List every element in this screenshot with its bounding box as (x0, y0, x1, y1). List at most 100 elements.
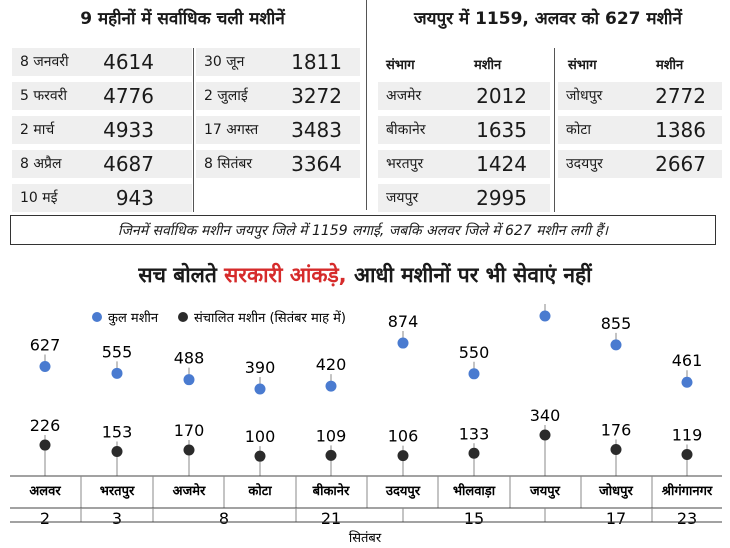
date-label: 2 (40, 509, 50, 528)
monthly-column-divider (193, 48, 194, 212)
headline-part1: सच बोलते (138, 263, 217, 287)
monthly-title: 9 महीनों में सर्वाधिक चली मशीनें (80, 9, 285, 29)
category-label: भीलवाड़ा (453, 483, 496, 499)
month-label-bg (335, 526, 395, 546)
division-row (378, 116, 550, 144)
division-value: 2667 (655, 152, 706, 176)
operational-machines-dot (681, 449, 693, 460)
monthly-label: 30 जून (204, 54, 245, 70)
division-name: भरतपुर (386, 156, 424, 172)
headline-highlight: सरकारी आंकड़े, (224, 263, 347, 287)
division-name: कोटा (566, 122, 592, 138)
monthly-label: 10 मई (20, 190, 58, 206)
division-value: 1386 (655, 118, 706, 142)
legend-total-marker (92, 312, 102, 322)
operational-machines-dot (183, 444, 195, 456)
division-name: बीकानेर (386, 122, 426, 138)
monthly-value: 3483 (291, 118, 342, 142)
category-label: भरतपुर (100, 484, 135, 499)
total-machines-dot (254, 383, 266, 395)
monthly-label: 8 जनवरी (20, 54, 69, 70)
category-label: कोटा (247, 483, 272, 499)
total-value-label: 390 (245, 358, 276, 377)
operational-value-label: 106 (388, 427, 419, 446)
monthly-row: 30 जून 1811 (196, 48, 360, 76)
operational-machines-dot (325, 449, 337, 461)
monthly-row: 17 अगस्त 3483 (196, 116, 360, 144)
division-row (378, 184, 550, 212)
division-value: 2772 (655, 84, 706, 108)
total-value-label: 627 (30, 335, 61, 354)
operational-value-label: 176 (601, 420, 632, 439)
date-label: 23 (677, 509, 697, 528)
total-value-label: 550 (459, 343, 490, 362)
category-label: श्रीगंगानगर (661, 483, 713, 499)
date-label: 17 (606, 509, 626, 528)
monthly-label: 8 सितंबर (204, 156, 253, 172)
operational-machines-dot (468, 447, 480, 459)
date-label: 21 (321, 509, 341, 528)
operational-value-label: 170 (174, 421, 205, 440)
monthly-value: 4776 (103, 84, 154, 108)
operational-machines-dot (39, 439, 51, 451)
division-name: अजमेर (386, 88, 422, 104)
total-machines-dot (681, 376, 693, 388)
date-label: 15 (464, 509, 484, 528)
legend-operational-label: संचालित मशीन (सितंबर माह में) (194, 310, 346, 326)
monthly-value: 4687 (103, 152, 154, 176)
division-value: 1424 (476, 152, 527, 176)
operational-machines-dot (254, 450, 266, 462)
division-column-divider (554, 48, 555, 212)
monthly-label: 17 अगस्त (204, 122, 259, 138)
monthly-value: 3272 (291, 84, 342, 108)
x-axis-label: सितंबर (349, 530, 382, 546)
legend-total-label: कुल मशीन (108, 310, 159, 326)
monthly-row: 8 अप्रैल 4687 (12, 150, 192, 178)
division-value: 2012 (476, 84, 527, 108)
summary-note: जिनमें सर्वाधिक मशीन जयपुर जिले में 1159… (10, 215, 716, 245)
total-value-label: 488 (174, 349, 205, 368)
total-machines-dot (468, 368, 480, 380)
division-name: जोधपुर (566, 88, 603, 104)
operational-value-label: 100 (245, 427, 276, 446)
division-value: 2995 (476, 186, 527, 210)
division-value: 1635 (476, 118, 527, 142)
machines-header: मशीन (474, 58, 502, 73)
operational-value-label: 153 (102, 423, 133, 442)
division-name: उदयपुर (566, 156, 603, 172)
total-machines-dot (325, 380, 337, 392)
monthly-value: 1811 (291, 50, 342, 74)
division-header: संभाग (568, 58, 597, 73)
total-machines-dot (610, 339, 622, 351)
monthly-row: 10 मई 943 (12, 184, 192, 212)
monthly-row: 8 सितंबर 3364 (196, 150, 360, 178)
top-divider (366, 0, 367, 210)
operational-machines-dot (610, 443, 622, 455)
category-label: जयपुर (529, 484, 561, 499)
division-name: जयपुर (386, 190, 419, 206)
total-machines-dot (539, 310, 551, 322)
headline-part2: आधी मशीनों पर भी सेवाएं नहीं (353, 263, 592, 287)
division-row (558, 82, 722, 110)
monthly-value: 4933 (103, 118, 154, 142)
total-machines-dot (39, 360, 51, 372)
monthly-label: 8 अप्रैल (20, 156, 62, 172)
total-value-label: 855 (601, 314, 632, 333)
chart-legend: कुल मशीन संचालित मशीन (सितंबर माह में) (92, 310, 346, 326)
total-value-label: 461 (672, 351, 703, 370)
total-machines-dot (183, 374, 195, 386)
operational-machines-dot (397, 450, 409, 462)
machines-dot-chart: कुल मशीन संचालित मशीन (सितंबर माह में) 6… (10, 300, 722, 546)
division-row (378, 82, 550, 110)
machines-header: मशीन (656, 58, 684, 73)
date-label: 3 (112, 509, 122, 528)
division-row (558, 116, 722, 144)
category-label: उदयपुर (385, 484, 421, 499)
divisions-title: जयपुर में 1159, अलवर को 627 मशीनें (414, 9, 682, 29)
total-value-label: 555 (102, 342, 133, 361)
chart-headline: सच बोलते सरकारी आंकड़े, आधी मशीनों पर भी… (0, 261, 730, 289)
monthly-row: 2 मार्च 4933 (12, 116, 192, 144)
total-value-label: 420 (316, 355, 347, 374)
operational-value-label: 119 (672, 426, 703, 445)
monthly-label: 5 फरवरी (20, 88, 68, 104)
